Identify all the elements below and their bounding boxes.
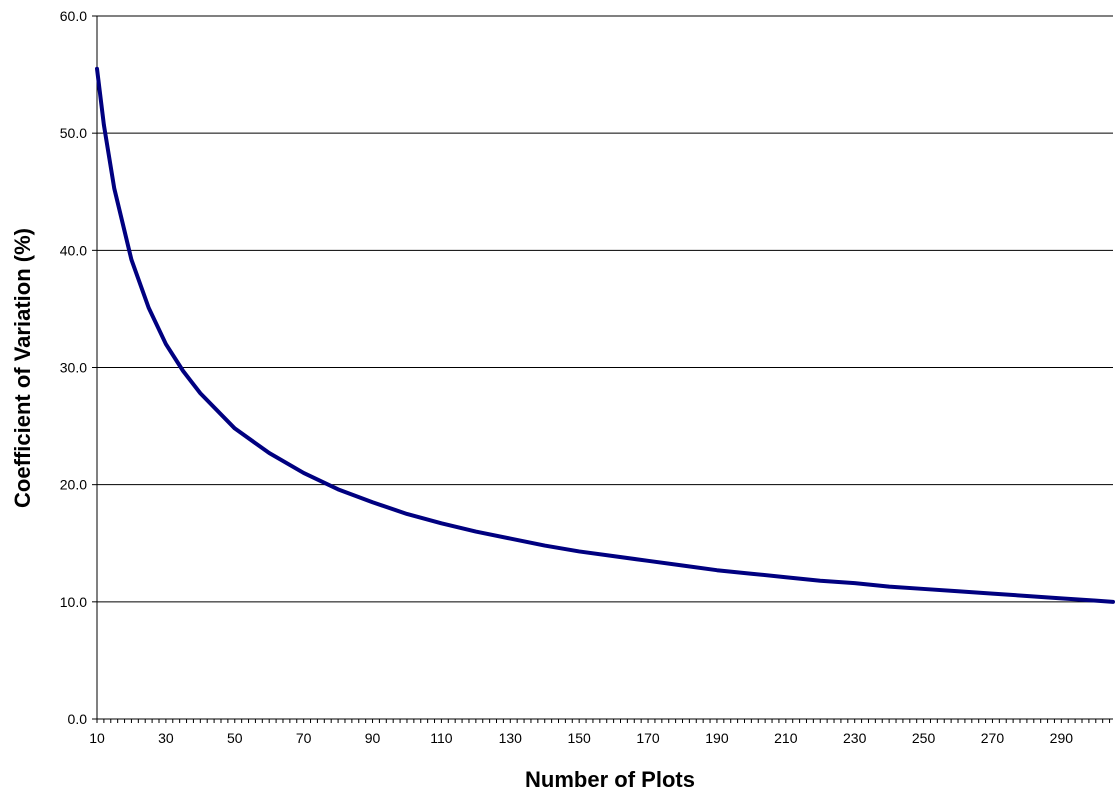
y-axis-title: Coefficient of Variation (%) (10, 228, 35, 508)
x-tick-label: 270 (981, 730, 1005, 746)
x-tick-label: 130 (499, 730, 523, 746)
x-tick-label: 190 (705, 730, 729, 746)
y-tick-label: 30.0 (60, 360, 87, 376)
x-tick-label: 10 (89, 730, 105, 746)
series-line-0 (95, 66, 1115, 604)
x-tick-label: 290 (1050, 730, 1074, 746)
x-tick-label: 30 (158, 730, 174, 746)
y-axis-ticks: 0.0 10.0 20.0 30.0 40.0 50.0 60.0 (60, 8, 97, 727)
x-tick-label: 230 (843, 730, 867, 746)
y-tick-label: 60.0 (60, 8, 87, 24)
x-axis-ticks: 10 30 50 70 90 110 130 150 170 190 210 230 250 270 290 (89, 719, 1111, 746)
series-layer (95, 66, 1115, 604)
x-tick-label: 150 (567, 730, 591, 746)
gridlines (97, 15, 1113, 603)
x-tick-label: 50 (227, 730, 243, 746)
x-tick-label: 70 (296, 730, 312, 746)
x-axis-title: Number of Plots (525, 767, 695, 792)
y-tick-label: 0.0 (68, 711, 88, 727)
y-tick-label: 20.0 (60, 477, 87, 493)
x-tick-label: 110 (430, 730, 453, 746)
y-tick-label: 10.0 (60, 594, 87, 610)
x-tick-label: 90 (365, 730, 381, 746)
x-tick-label: 250 (912, 730, 936, 746)
x-tick-label: 170 (636, 730, 660, 746)
y-tick-label: 50.0 (60, 125, 87, 141)
y-tick-label: 40.0 (60, 242, 87, 258)
x-tick-label: 210 (774, 730, 798, 746)
